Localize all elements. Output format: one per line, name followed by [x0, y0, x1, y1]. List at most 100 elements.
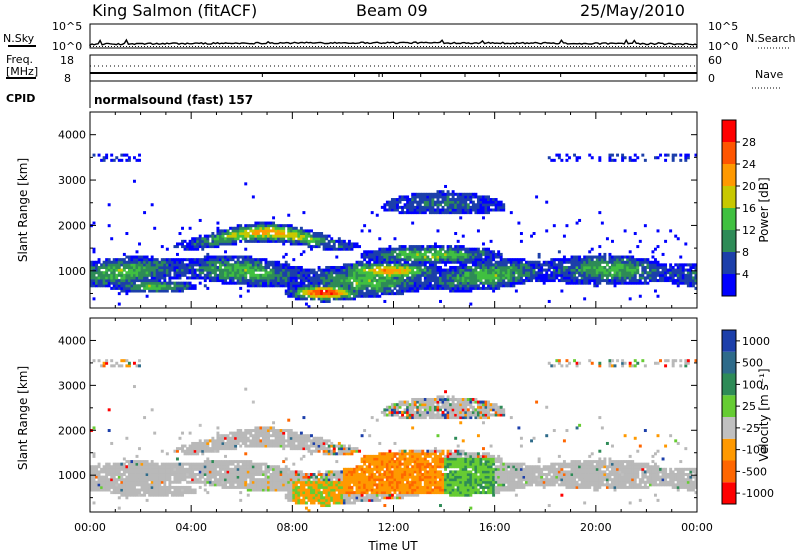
- power-cell: [535, 271, 539, 275]
- power-cell: [267, 224, 270, 228]
- power-cell: [464, 211, 468, 215]
- velocity-cell: [239, 467, 243, 471]
- velocity-cell: [112, 364, 116, 368]
- velocity-cell: [221, 485, 225, 489]
- power-cell: [203, 237, 207, 241]
- velocity-cell: [236, 478, 240, 482]
- power-cell: [487, 271, 491, 275]
- power-cell: [631, 268, 635, 272]
- power-cell: [686, 273, 690, 277]
- power-cell: [489, 279, 493, 283]
- velocity-cell: [155, 491, 159, 495]
- power-cell: [669, 268, 673, 272]
- power-cell: [454, 265, 458, 269]
- power-cell: [302, 232, 306, 236]
- power-cell: [287, 284, 291, 288]
- power-cell: [375, 286, 379, 290]
- power-cell: [401, 205, 405, 209]
- power-cell: [396, 281, 399, 285]
- power-cell: [353, 265, 356, 269]
- velocity-cell: [193, 473, 197, 476]
- power-cell: [459, 245, 463, 249]
- power-cell: [221, 232, 225, 236]
- power-cell: [304, 302, 308, 306]
- power-cell: [378, 279, 382, 283]
- power-cell: [284, 284, 288, 288]
- velocity-cell: [138, 447, 141, 451]
- velocity-cell: [168, 465, 172, 469]
- power-cell: [365, 286, 369, 290]
- velocity-cell: [226, 473, 230, 476]
- power-cell: [150, 281, 154, 285]
- velocity-cell: [140, 473, 144, 476]
- velocity-cell: [267, 444, 270, 448]
- power-cell: [105, 284, 109, 288]
- power-cell: [527, 271, 531, 275]
- velocity-cell: [181, 478, 184, 482]
- velocity-cell: [277, 441, 281, 445]
- power-cell: [310, 247, 313, 251]
- power-cell: [504, 271, 508, 275]
- power-cell: [112, 279, 116, 283]
- velocity-cell: [251, 436, 255, 440]
- velocity-cell: [246, 429, 250, 433]
- power-cell: [560, 260, 564, 264]
- velocity-cell: [125, 460, 129, 464]
- power-cell: [608, 153, 612, 157]
- power-cell: [623, 281, 627, 285]
- power-cell: [224, 276, 227, 280]
- velocity-cell: [229, 480, 233, 484]
- velocity-cell: [229, 441, 233, 445]
- power-cell: [274, 284, 278, 288]
- power-cell: [355, 276, 359, 280]
- y-tick-label: 4000: [58, 129, 86, 142]
- power-cell: [641, 273, 645, 277]
- power-cell: [122, 286, 126, 290]
- power-cell: [299, 234, 303, 238]
- power-cell: [239, 224, 243, 228]
- power-cell: [153, 263, 157, 267]
- power-cell: [446, 192, 450, 196]
- power-cell: [406, 268, 410, 272]
- velocity-cell: [145, 480, 149, 484]
- power-cell: [105, 281, 109, 285]
- power-cell: [545, 263, 549, 267]
- power-cell: [125, 260, 129, 264]
- power-cell: [421, 195, 425, 199]
- velocity-cell: [246, 460, 250, 464]
- power-cell: [337, 245, 341, 249]
- power-cell: [557, 279, 561, 283]
- velocity-cell: [267, 431, 270, 435]
- power-cell: [216, 237, 220, 241]
- power-cell: [494, 276, 498, 280]
- power-cell: [578, 271, 582, 275]
- power-cell: [469, 284, 473, 288]
- power-cell: [613, 255, 617, 259]
- power-cell: [474, 252, 478, 256]
- power-cell: [259, 281, 263, 285]
- power-cell: [694, 263, 698, 267]
- velocity-cell: [292, 483, 296, 487]
- velocity-cell: [186, 491, 190, 495]
- power-cell: [449, 255, 453, 259]
- power-cell: [105, 156, 109, 160]
- power-cell: [244, 260, 248, 264]
- power-cell: [234, 232, 238, 236]
- power-cell: [294, 232, 298, 236]
- power-cell: [636, 265, 640, 269]
- velocity-cell: [218, 447, 222, 451]
- power-cell: [537, 265, 541, 269]
- power-cell: [411, 250, 415, 254]
- power-cell: [196, 273, 200, 277]
- power-cell: [433, 281, 437, 285]
- power-cell: [289, 234, 293, 238]
- power-cell: [464, 279, 468, 283]
- power-cell: [535, 276, 539, 280]
- power-cell: [264, 232, 268, 236]
- power-cell: [355, 271, 359, 275]
- power-cell: [175, 260, 179, 264]
- velocity-cell: [148, 483, 152, 487]
- velocity-cell: [140, 475, 144, 479]
- velocity-cell: [173, 462, 177, 466]
- power-cell: [358, 245, 362, 249]
